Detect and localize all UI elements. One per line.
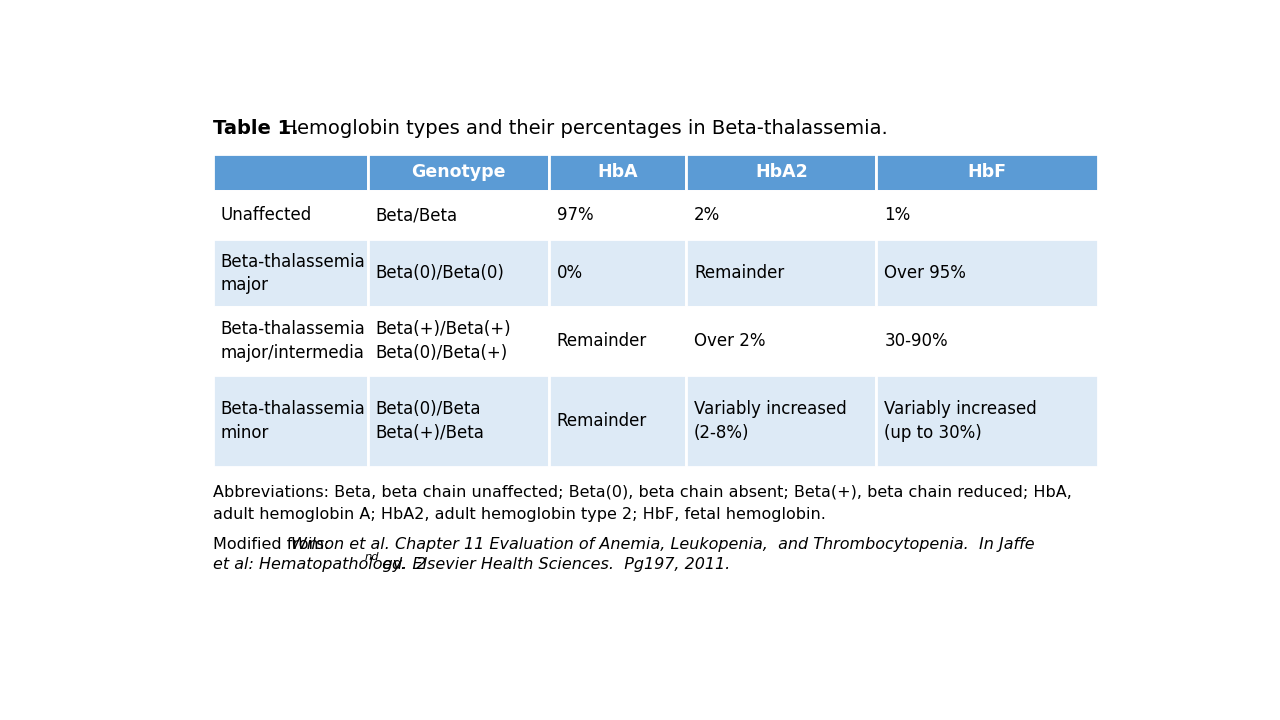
Text: Wilson et al. Chapter 11 Evaluation of Anemia, Leukopenia,  and Thrombocytopenia: Wilson et al. Chapter 11 Evaluation of A… xyxy=(291,536,1034,552)
Bar xyxy=(212,307,367,375)
Text: Beta/Beta: Beta/Beta xyxy=(375,206,457,224)
Text: Modified from:: Modified from: xyxy=(212,536,334,552)
Text: Remainder: Remainder xyxy=(694,264,785,282)
Text: ed. Elsevier Health Sciences.  Pg197, 2011.: ed. Elsevier Health Sciences. Pg197, 201… xyxy=(378,557,731,572)
Text: Beta(+)/Beta(+)
Beta(0)/Beta(+): Beta(+)/Beta(+) Beta(0)/Beta(+) xyxy=(375,320,511,362)
Bar xyxy=(877,154,1098,191)
Bar xyxy=(877,307,1098,375)
Text: Unaffected: Unaffected xyxy=(220,206,312,224)
Bar xyxy=(549,375,686,467)
Bar xyxy=(212,191,367,240)
Text: Remainder: Remainder xyxy=(557,413,646,431)
Bar xyxy=(212,375,367,467)
Bar xyxy=(549,240,686,307)
Bar xyxy=(877,191,1098,240)
Text: Abbreviations: Beta, beta chain unaffected; Beta(0), beta chain absent; Beta(+),: Abbreviations: Beta, beta chain unaffect… xyxy=(212,485,1071,521)
Bar xyxy=(686,375,877,467)
Bar xyxy=(367,154,549,191)
Text: Over 95%: Over 95% xyxy=(884,264,966,282)
Bar xyxy=(212,240,367,307)
Text: 97%: 97% xyxy=(557,206,594,224)
Text: Beta-thalassemia
major/intermedia: Beta-thalassemia major/intermedia xyxy=(220,320,365,362)
Bar xyxy=(877,375,1098,467)
Text: Variably increased
(2-8%): Variably increased (2-8%) xyxy=(694,400,846,442)
Text: Table 1.: Table 1. xyxy=(212,120,298,138)
Bar xyxy=(686,191,877,240)
Text: Variably increased
(up to 30%): Variably increased (up to 30%) xyxy=(884,400,1037,442)
Bar xyxy=(877,240,1098,307)
Text: HbA: HbA xyxy=(598,163,637,181)
Text: HbA2: HbA2 xyxy=(755,163,808,181)
Text: HbF: HbF xyxy=(968,163,1006,181)
Text: Remainder: Remainder xyxy=(557,332,646,350)
Bar xyxy=(549,191,686,240)
Text: 30-90%: 30-90% xyxy=(884,332,948,350)
Bar xyxy=(549,154,686,191)
Bar xyxy=(367,240,549,307)
Bar xyxy=(367,375,549,467)
Text: Beta(0)/Beta(0): Beta(0)/Beta(0) xyxy=(375,264,504,282)
Bar xyxy=(367,307,549,375)
Bar xyxy=(212,154,367,191)
Bar xyxy=(686,307,877,375)
Text: Over 2%: Over 2% xyxy=(694,332,765,350)
Bar xyxy=(549,307,686,375)
Text: nd: nd xyxy=(365,552,379,562)
Text: Genotype: Genotype xyxy=(411,163,506,181)
Text: 0%: 0% xyxy=(557,264,582,282)
Bar xyxy=(686,154,877,191)
Text: Beta-thalassemia
major: Beta-thalassemia major xyxy=(220,253,365,294)
Text: Beta(0)/Beta
Beta(+)/Beta: Beta(0)/Beta Beta(+)/Beta xyxy=(375,400,484,442)
Text: 2%: 2% xyxy=(694,206,721,224)
Text: Hemoglobin types and their percentages in Beta-thalassemia.: Hemoglobin types and their percentages i… xyxy=(270,120,888,138)
Text: Beta-thalassemia
minor: Beta-thalassemia minor xyxy=(220,400,365,442)
Bar xyxy=(367,191,549,240)
Text: et al: Hematopathology.  2: et al: Hematopathology. 2 xyxy=(212,557,426,572)
Bar xyxy=(686,240,877,307)
Text: 1%: 1% xyxy=(884,206,910,224)
